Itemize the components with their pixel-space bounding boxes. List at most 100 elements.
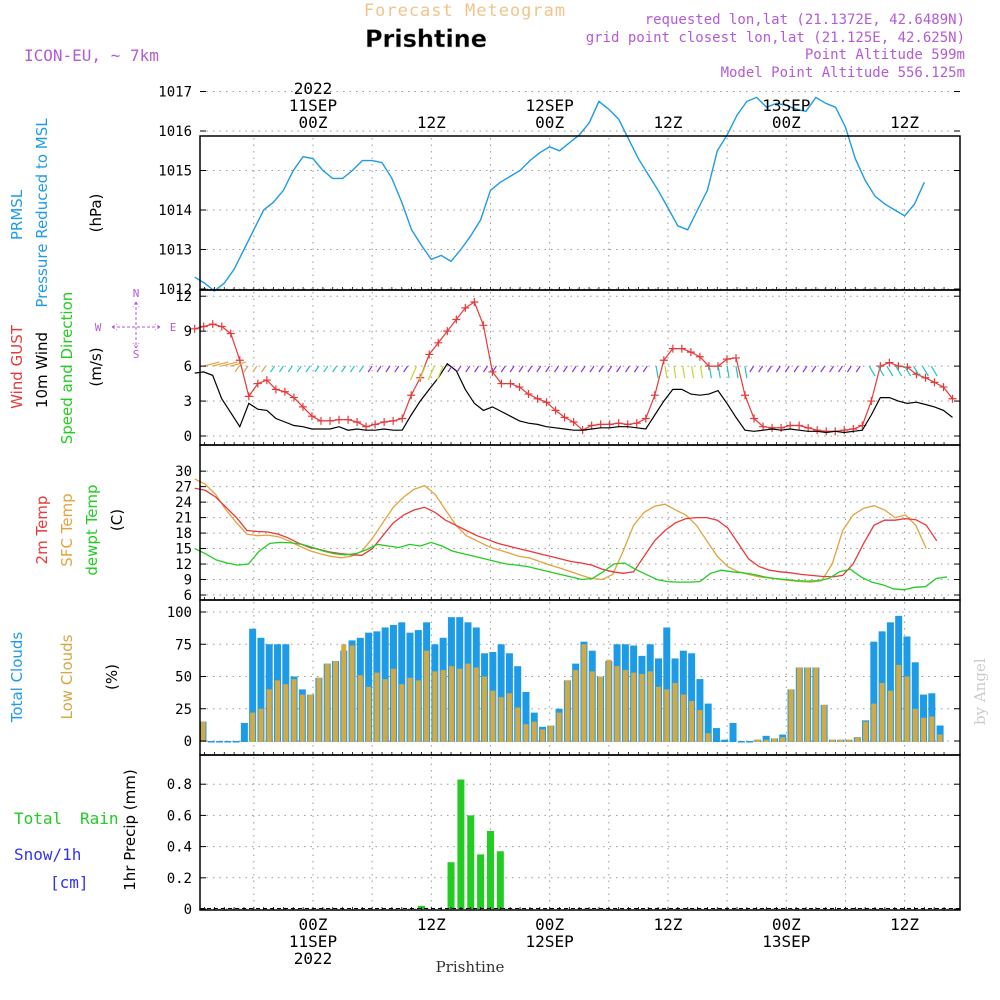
gust-marker xyxy=(533,394,542,403)
gust-marker xyxy=(948,394,957,403)
low-cloud-bar xyxy=(614,666,620,742)
gust-marker xyxy=(515,383,524,392)
gust-label: Wind GUST xyxy=(8,324,26,409)
gust-marker xyxy=(542,398,551,407)
y-tick-label: 6 xyxy=(184,359,192,375)
wind-direction-arrow xyxy=(699,366,704,379)
wind-direction-arrow xyxy=(802,365,808,373)
top-time-label: 12Z xyxy=(890,113,919,132)
total-cloud-bar xyxy=(886,622,894,742)
wind-direction-arrow xyxy=(562,365,568,373)
compass-n: N xyxy=(133,287,140,300)
grid-point-coords: grid point closest lon,lat (21.125E, 42.… xyxy=(586,30,965,46)
bottom-time-label: 13SEP xyxy=(762,932,810,951)
wind-direction-arrow xyxy=(749,365,755,373)
gust-marker xyxy=(930,378,939,387)
wind-direction-arrow xyxy=(580,365,586,373)
low-cloud-bar xyxy=(871,703,877,742)
low-cloud-bar xyxy=(912,708,918,742)
low-cloud-bar xyxy=(390,668,396,742)
y-tick-label: 0 xyxy=(184,734,192,750)
wind-direction-arrow xyxy=(904,365,912,377)
y-tick-label: 27 xyxy=(175,480,192,496)
y-tick-label: 75 xyxy=(175,637,192,653)
wind-direction-arrow xyxy=(203,361,220,367)
snow-label: Snow/1h xyxy=(14,845,81,864)
gust-marker xyxy=(371,420,380,429)
low-cloud-bar xyxy=(498,697,504,742)
low-cloud-bar xyxy=(382,679,388,742)
total-cloud-bar xyxy=(663,627,671,742)
low-cloud-bar xyxy=(589,671,595,742)
y-tick-label: 50 xyxy=(175,670,192,686)
y-tick-label: 24 xyxy=(175,495,192,511)
wind-direction-arrow xyxy=(775,365,781,373)
gust-marker xyxy=(587,421,596,430)
gust-marker xyxy=(741,391,750,400)
total-clouds-label: Total Clouds xyxy=(8,632,26,724)
bottom-time-label: 00Z xyxy=(535,915,564,934)
wind-direction-arrow xyxy=(837,365,843,373)
wind-direction-arrow xyxy=(527,365,533,373)
low-clouds-label: Low Clouds xyxy=(58,634,76,719)
total-cloud-bar xyxy=(514,666,522,742)
wind-direction-arrow xyxy=(500,365,506,373)
low-cloud-bar xyxy=(291,679,297,742)
gust-marker xyxy=(208,320,217,329)
rain-bar xyxy=(486,831,494,909)
bottom-time-label: 12Z xyxy=(654,915,683,934)
gust-marker xyxy=(289,393,298,402)
gust-marker xyxy=(407,391,416,400)
y-tick-label: 100 xyxy=(167,605,192,621)
credit: by Angel xyxy=(971,658,989,725)
rain-bar xyxy=(467,815,475,909)
gust-marker xyxy=(479,321,488,330)
panel-frame xyxy=(199,289,961,446)
low-cloud-bar xyxy=(324,663,330,742)
pressure-units-label: (hPa) xyxy=(87,194,105,233)
rain-bar xyxy=(457,779,465,909)
wind-direction-arrow xyxy=(349,365,355,373)
low-cloud-bar xyxy=(796,667,802,742)
rain-bar xyxy=(477,854,485,909)
low-cloud-bar xyxy=(523,724,529,742)
wind-dir-label: Speed and Direction xyxy=(58,292,76,445)
top-time-label: 12Z xyxy=(417,113,446,132)
wind-direction-arrow xyxy=(296,365,302,373)
low-cloud-bar xyxy=(937,734,943,742)
rain-label: Rain xyxy=(80,809,119,828)
wind-direction-arrow xyxy=(491,365,497,373)
low-cloud-bar xyxy=(763,739,769,742)
gust-marker xyxy=(280,387,289,396)
y-tick-label: 9 xyxy=(184,573,192,589)
y-tick-label: 0 xyxy=(184,902,192,918)
gust-marker xyxy=(614,419,623,428)
y-tick-label: 0.8 xyxy=(167,777,192,793)
wind-direction-arrow xyxy=(456,365,462,373)
y-tick-label: 15 xyxy=(175,542,192,558)
gust-marker xyxy=(398,414,407,423)
gust-marker xyxy=(605,420,614,429)
gust-marker xyxy=(344,415,353,424)
gust-marker xyxy=(713,362,722,371)
wind-direction-arrow xyxy=(682,366,686,379)
gust-marker xyxy=(226,329,235,338)
wind-direction-arrow xyxy=(930,365,938,377)
gust-marker xyxy=(813,426,822,435)
gust-marker xyxy=(921,373,930,382)
low-cloud-bar xyxy=(647,671,653,742)
gust-marker xyxy=(443,327,452,336)
bottom-time-label: 00Z xyxy=(772,915,801,934)
low-cloud-bar xyxy=(465,663,471,742)
y-tick-label: 6 xyxy=(184,588,192,604)
wind-direction-arrow xyxy=(385,365,391,373)
wind-direction-arrow xyxy=(243,365,249,373)
wind-direction-arrow xyxy=(820,365,826,373)
low-cloud-bar xyxy=(655,686,661,742)
total-cloud-bar xyxy=(704,703,712,742)
low-cloud-bar xyxy=(771,738,777,742)
low-cloud-bar xyxy=(299,694,305,742)
low-cloud-bar xyxy=(275,680,281,742)
gust-marker xyxy=(497,379,506,388)
